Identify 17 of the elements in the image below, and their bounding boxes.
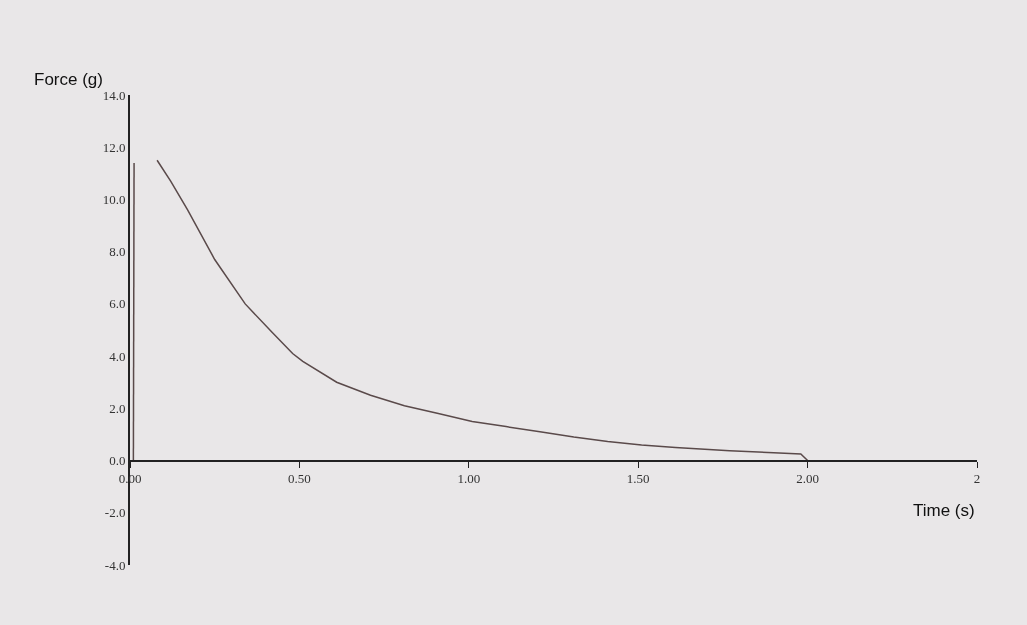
x-tick-label: 2.00 xyxy=(796,471,819,487)
x-tick-label: 1.50 xyxy=(626,471,650,487)
y-tick-label: -2.0 xyxy=(104,505,126,521)
x-tick-label: 2 xyxy=(973,471,981,487)
y-tick-label: -4.0 xyxy=(104,557,126,573)
x-axis-title: Time (s) xyxy=(913,501,975,520)
y-tick-label: 4.0 xyxy=(109,348,126,364)
y-tick-label: 12.0 xyxy=(102,139,126,155)
y-axis-title: Force (g) xyxy=(34,70,103,89)
y-tick-label: 2.0 xyxy=(109,400,126,416)
x-tick-label: 0.50 xyxy=(288,471,311,487)
y-tick-label: 14.0 xyxy=(102,87,126,103)
y-tick-label: 6.0 xyxy=(109,296,126,312)
x-tick-label: 1.00 xyxy=(457,471,481,487)
y-tick-label: 0.0 xyxy=(109,453,126,469)
y-tick-label: 8.0 xyxy=(109,244,126,260)
y-tick-label: 10.0 xyxy=(102,191,126,207)
